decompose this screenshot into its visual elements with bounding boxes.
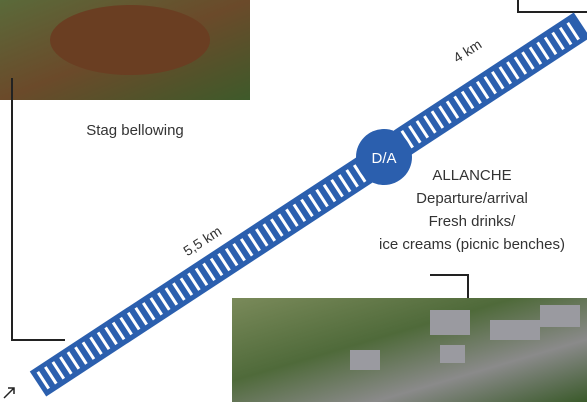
trail-diagram: D/A 4 km 5,5 km Stag bellowing ALLANCHE …: [0, 0, 587, 402]
info-line: ice creams (picnic benches): [379, 236, 565, 253]
info-line: Fresh drinks/: [429, 213, 517, 230]
stag-shape: [50, 5, 210, 75]
distance-label: 4 km: [450, 36, 484, 66]
town-name: ALLANCHE: [432, 167, 511, 184]
marker-label: D/A: [371, 150, 396, 167]
info-line: Departure/arrival: [416, 190, 528, 207]
arrow-icon: [4, 388, 14, 398]
village-photo: [232, 298, 587, 402]
photo-caption: Stag bellowing: [86, 122, 184, 139]
